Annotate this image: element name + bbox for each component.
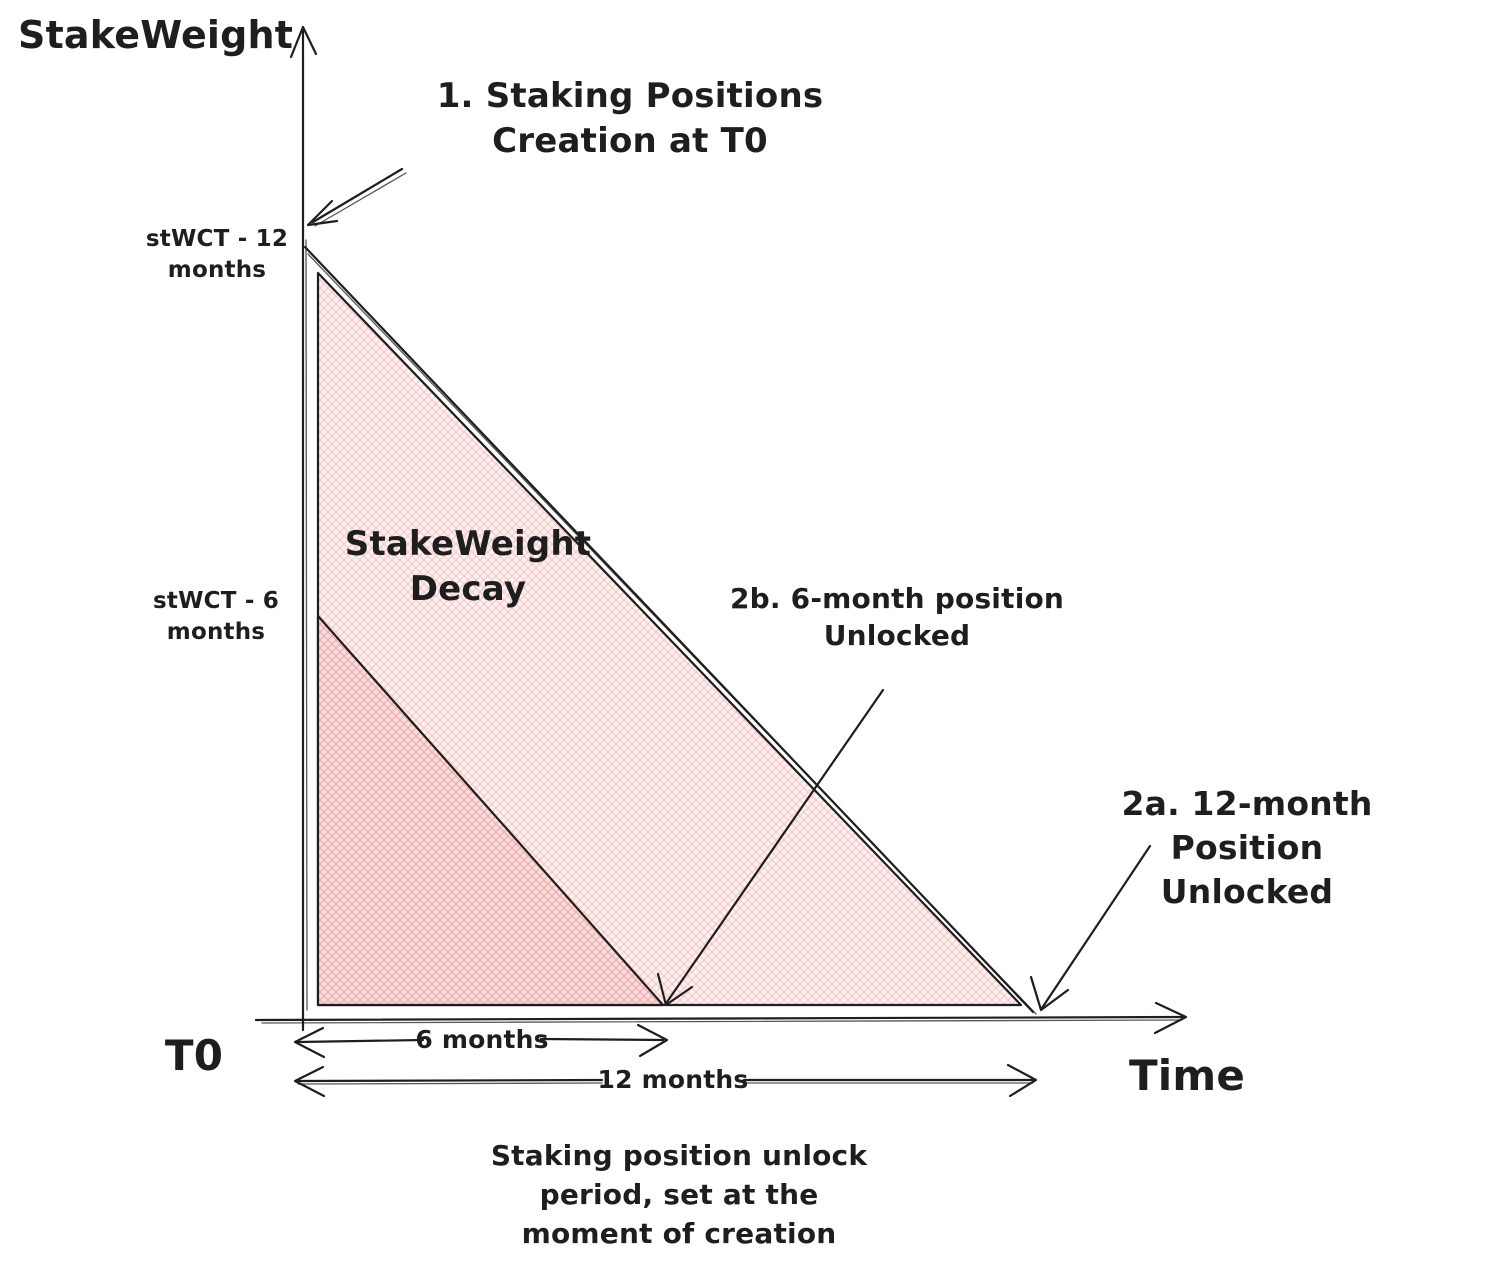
arrow-12-month-head	[1029, 975, 1070, 1012]
annotation-12-month-unlock: 2a. 12-month Position Unlocked	[1121, 784, 1373, 911]
y-axis-line-sketch	[305, 239, 308, 1011]
arrow-6-month-head	[656, 972, 694, 1007]
arrow-creation	[306, 167, 407, 227]
x-axis-line-sketch	[261, 1019, 1183, 1024]
x-axis-title: Time	[1128, 1051, 1246, 1100]
annotation-creation: 1. Staking Positions Creation at T0	[436, 76, 824, 162]
arrow-12-month-unlock	[1029, 844, 1152, 1012]
y-axis	[289, 25, 318, 1032]
arrow-creation-shaft-sketch	[314, 172, 407, 227]
dim6-line	[296, 1037, 665, 1044]
dimension-arrow-12-months	[293, 1063, 1038, 1098]
y-axis-title: StakeWeight	[18, 13, 294, 57]
arrow-12-month-shaft	[1040, 844, 1152, 1010]
x-axis-line	[254, 1015, 1186, 1022]
caption: Staking position unlock period, set at t…	[490, 1139, 868, 1251]
annotation-6-month-unlock: 2b. 6-month position Unlocked	[729, 582, 1065, 653]
dim6-left-head	[293, 1026, 326, 1059]
triangle-12-month-outline	[303, 245, 1037, 1015]
arrow-6-month-unlock	[656, 688, 885, 1007]
dim12-line	[296, 1078, 1035, 1083]
x-axis	[254, 1001, 1188, 1035]
hypotenuse-outline-sketch	[307, 253, 1037, 1015]
region-label-decay: StakeWeight Decay	[344, 524, 592, 610]
arrow-creation-shaft	[311, 167, 404, 224]
y-tick-stwct-12-months: stWCT - 12 months	[145, 226, 289, 284]
origin-label: T0	[164, 1031, 224, 1080]
x-axis-arrowhead	[1153, 1001, 1188, 1035]
y-axis-arrowhead	[289, 25, 318, 59]
dimension-label-6-months: 6 months	[415, 1025, 549, 1054]
dim6-right-head	[636, 1023, 669, 1058]
dim12-right-head	[1006, 1063, 1038, 1098]
dim12-left-head	[293, 1065, 326, 1098]
y-tick-stwct-6-months: stWCT - 6 months	[153, 588, 279, 646]
triangle-6-month-fill	[316, 614, 665, 1007]
arrow-creation-head	[306, 199, 339, 227]
dimension-arrow-6-months	[293, 1023, 669, 1059]
dimension-label-12-months: 12 months	[597, 1065, 749, 1094]
dim12-line-sketch	[297, 1082, 1034, 1085]
arrow-6-month-shaft	[665, 688, 885, 1004]
